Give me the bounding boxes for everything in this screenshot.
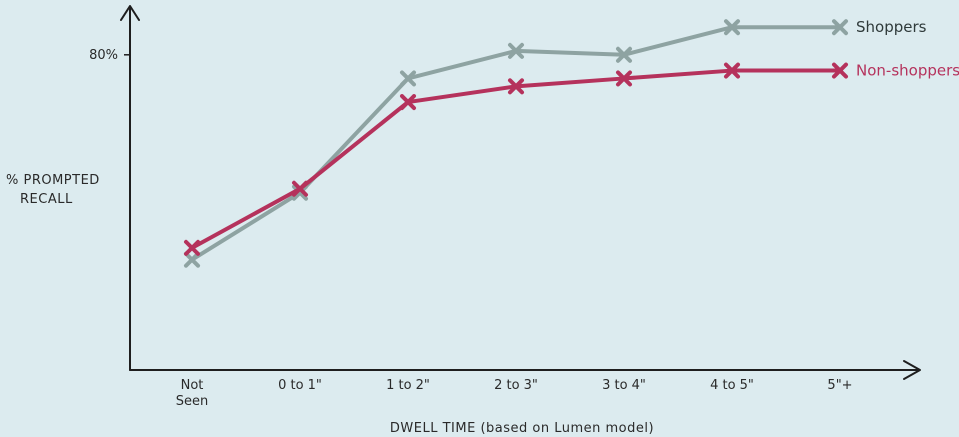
x-tick-label: 0 to 1" (278, 378, 322, 393)
data-point-marker (832, 19, 848, 36)
y-axis-title-line-1: % PROMPTED (6, 173, 100, 188)
legend-label: Non-shoppers (856, 62, 959, 80)
series-non-shoppers (184, 62, 848, 256)
legend-label: Shoppers (856, 18, 927, 36)
x-tick-label: 5"+ (827, 378, 852, 393)
x-tick-label: Not (181, 378, 204, 393)
x-tick-label: 2 to 3" (494, 378, 538, 393)
y-axis-arrow (120, 5, 140, 21)
data-point-marker (184, 251, 200, 268)
data-point-marker (724, 19, 740, 36)
axes: 80% (89, 5, 921, 380)
x-axis-arrow (903, 360, 921, 380)
x-tick-label: 1 to 2" (386, 378, 430, 393)
data-point-marker (400, 70, 416, 87)
x-tick-label: Seen (176, 394, 209, 409)
series-line (190, 68, 842, 250)
data-point-marker (184, 239, 200, 256)
legend: Shoppers Non-shoppers (856, 18, 959, 79)
y-tick-label: 80% (89, 48, 118, 63)
data-point-marker (508, 78, 524, 95)
data-point-marker (616, 70, 632, 87)
data-point-marker (832, 62, 848, 79)
y-axis-title-line-2: RECALL (20, 192, 73, 207)
data-point-marker (616, 46, 632, 63)
x-tick-label: 3 to 4" (602, 378, 646, 393)
data-point-marker (400, 94, 416, 111)
data-point-marker (292, 180, 308, 197)
x-axis-title: DWELL TIME (based on Lumen model) (390, 421, 654, 436)
data-point-marker (508, 42, 524, 59)
x-tick-label: 4 to 5" (710, 378, 754, 393)
series-shoppers (184, 19, 848, 268)
series-line (190, 25, 842, 262)
data-point-marker (724, 62, 740, 79)
series-layer (184, 19, 848, 268)
